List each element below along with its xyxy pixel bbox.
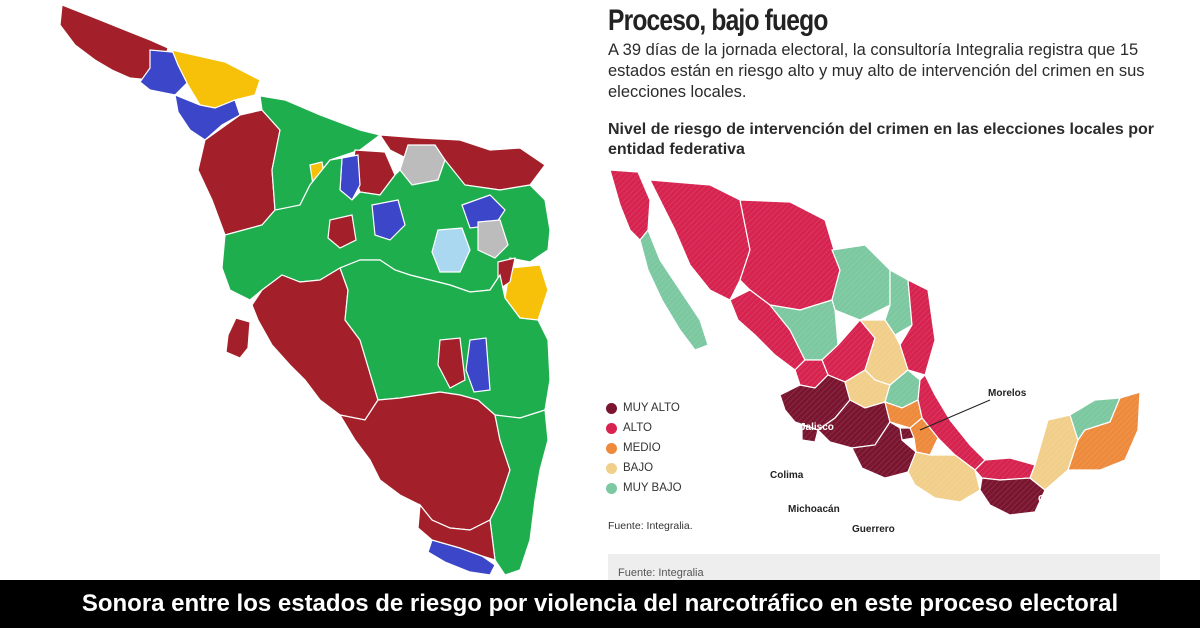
legend-label: MEDIO: [623, 442, 661, 454]
legend-label: BAJO: [623, 462, 654, 474]
morelos-leader-line: [919, 399, 991, 431]
region-red-island: [225, 317, 251, 359]
label-jalisco: Jalisco: [800, 422, 834, 433]
legend-label: MUY ALTO: [623, 402, 680, 414]
legend-label: MUY BAJO: [623, 482, 682, 494]
legend-item-muy-alto: MUY ALTO: [606, 398, 682, 418]
region-red-northwest: [59, 4, 169, 81]
bottom-strip: [608, 554, 1160, 580]
label-michoacan: Michoacán: [788, 504, 840, 515]
sonora-regions: [59, 4, 551, 576]
region-red-bottom: [417, 503, 496, 561]
region-gray-east: [477, 219, 509, 259]
label-chiapas: Chiapas: [1038, 494, 1077, 505]
sonora-map: [59, 4, 551, 576]
legend-swatch: [606, 422, 617, 434]
label-morelos: Morelos: [988, 388, 1027, 399]
region-lightblue: [431, 227, 471, 273]
region-blue-north: [174, 94, 241, 141]
infographic-title: Proceso, bajo fuego: [608, 4, 828, 37]
region-blue-northeast: [461, 194, 506, 229]
caption-text: Sonora entre los estados de riesgo por v…: [81, 590, 1119, 617]
infographic-panel: Proceso, bajo fuego A 39 días de la jorn…: [590, 0, 1200, 580]
legend-item-bajo: BAJO: [606, 458, 682, 478]
legend-swatch: [606, 402, 617, 414]
region-blue-strip: [465, 337, 491, 393]
source-note: Fuente: Integralia.: [608, 520, 693, 532]
source-note-cutoff: Fuente: Integralia: [618, 567, 704, 579]
risk-legend: MUY ALTO ALTO MEDIO BAJO MUY BAJO: [606, 398, 682, 498]
region-blue-central: [371, 199, 406, 241]
legend-swatch: [606, 462, 617, 474]
legend-swatch: [606, 482, 617, 494]
region-red-south-small: [437, 337, 466, 389]
map-title: Nivel de riesgo de intervención del crim…: [608, 121, 1154, 158]
label-colima: Colima: [770, 470, 804, 481]
legend-item-muy-bajo: MUY BAJO: [606, 478, 682, 498]
legend-item-medio: MEDIO: [606, 438, 682, 458]
caption-bar: Sonora entre los estados de riesgo por v…: [0, 580, 1200, 628]
legend-label: ALTO: [623, 422, 652, 434]
infographic-subtitle: A 39 días de la jornada electoral, la co…: [608, 41, 1145, 101]
label-guerrero: Guerrero: [852, 524, 895, 535]
region-green-southeast: [489, 409, 549, 576]
mexico-risk-map: Morelos Jalisco Colima Michoacán Guerrer…: [590, 160, 1200, 560]
region-red-central-small: [327, 214, 357, 249]
legend-swatch: [606, 442, 617, 454]
legend-item-alto: ALTO: [606, 418, 682, 438]
